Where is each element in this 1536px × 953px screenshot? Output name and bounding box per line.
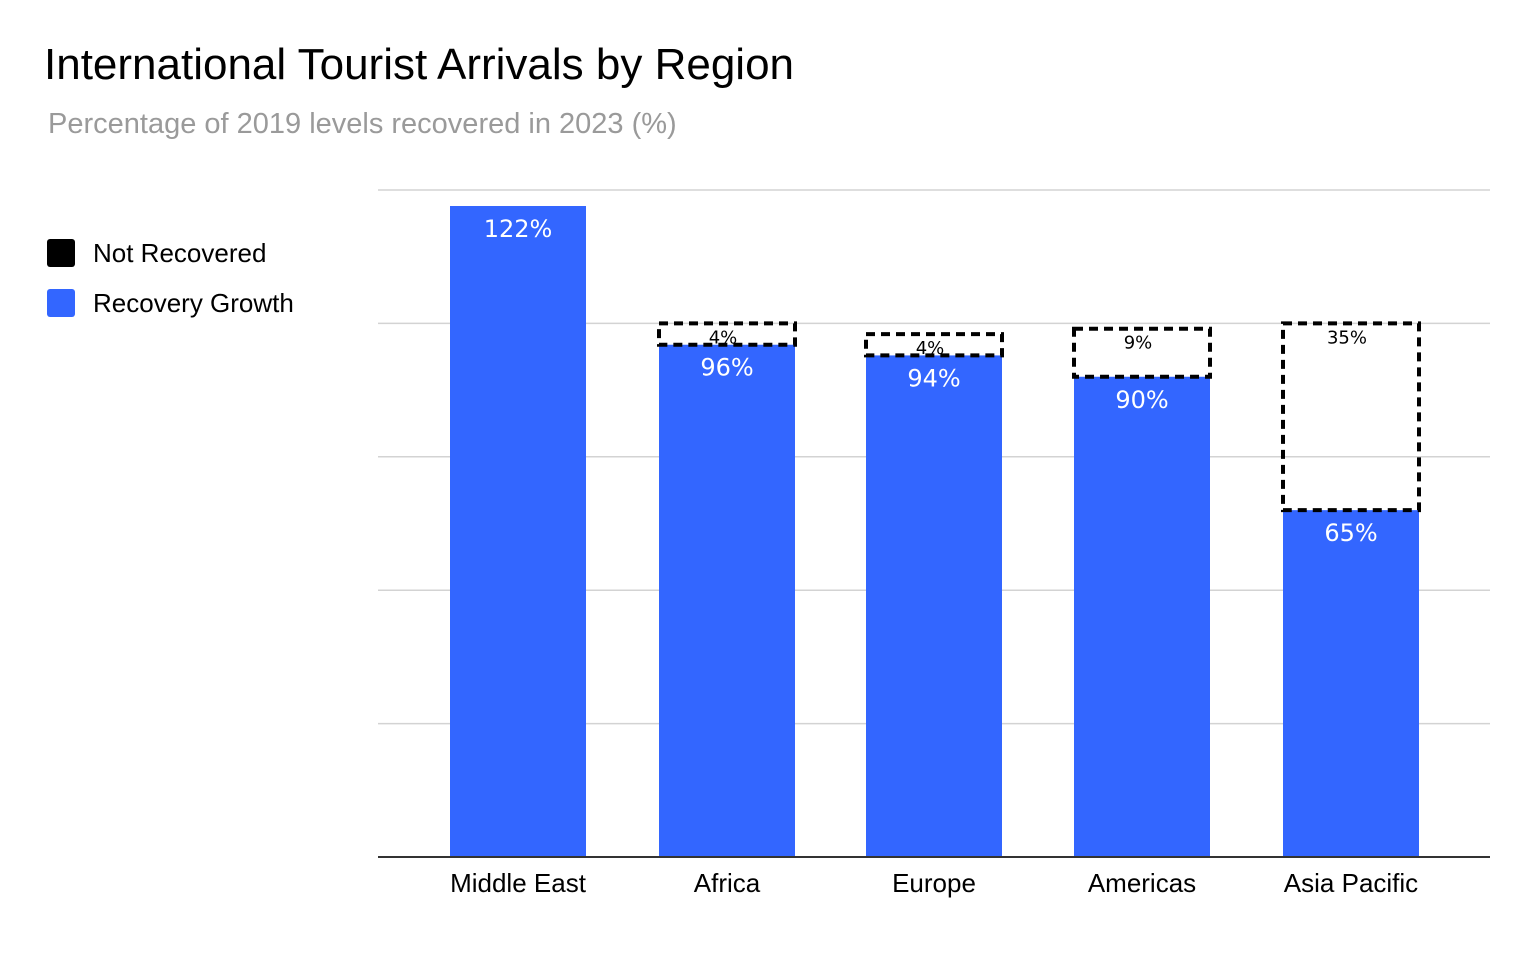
bar-not-recovered-americas (1072, 326, 1212, 379)
data-label-recovery-asia-pacific: 65% (1324, 519, 1377, 547)
data-label-recovery-europe: 94% (907, 364, 960, 392)
bar-recovery-africa (659, 344, 795, 857)
legend-swatch-not-recovered (47, 239, 75, 267)
bar-recovery-europe (866, 355, 1002, 857)
legend-label-not-recovered: Not Recovered (93, 237, 267, 268)
data-label-not-recovered-asia-pacific: 35% (1327, 327, 1367, 348)
x-tick-label-europe: Europe (892, 868, 976, 898)
bar-not-recovered-asia-pacific (1281, 321, 1421, 513)
bar-recovery-americas (1074, 376, 1210, 857)
legend-item-recovery-growth: Recovery Growth (47, 284, 294, 322)
bar-recovery-asia-pacific (1283, 510, 1419, 857)
data-label-recovery-middle-east: 122% (484, 215, 553, 243)
data-label-not-recovered-americas: 9% (1124, 333, 1153, 354)
bar-recovery-middle-east (450, 206, 586, 857)
x-tick-label-africa: Africa (694, 868, 761, 898)
data-label-recovery-africa: 96% (700, 354, 753, 382)
legend-label-recovery-growth: Recovery Growth (93, 287, 294, 318)
bar-not-recovered-africa (657, 321, 797, 347)
legend: Not Recovered Recovery Growth (47, 234, 294, 334)
data-label-not-recovered-africa: 4% (709, 327, 738, 348)
x-tick-label-americas: Americas (1088, 868, 1196, 898)
data-label-recovery-americas: 90% (1115, 386, 1168, 414)
x-tick-label-asia-pacific: Asia Pacific (1284, 868, 1418, 898)
legend-swatch-recovery-growth (47, 289, 75, 317)
data-label-not-recovered-europe: 4% (916, 338, 945, 359)
bar-not-recovered-europe (864, 332, 1004, 358)
chart-subtitle: Percentage of 2019 levels recovered in 2… (48, 108, 677, 140)
legend-item-not-recovered: Not Recovered (47, 234, 294, 272)
chart-title: International Tourist Arrivals by Region (44, 40, 795, 89)
x-tick-label-middle-east: Middle East (450, 868, 587, 898)
